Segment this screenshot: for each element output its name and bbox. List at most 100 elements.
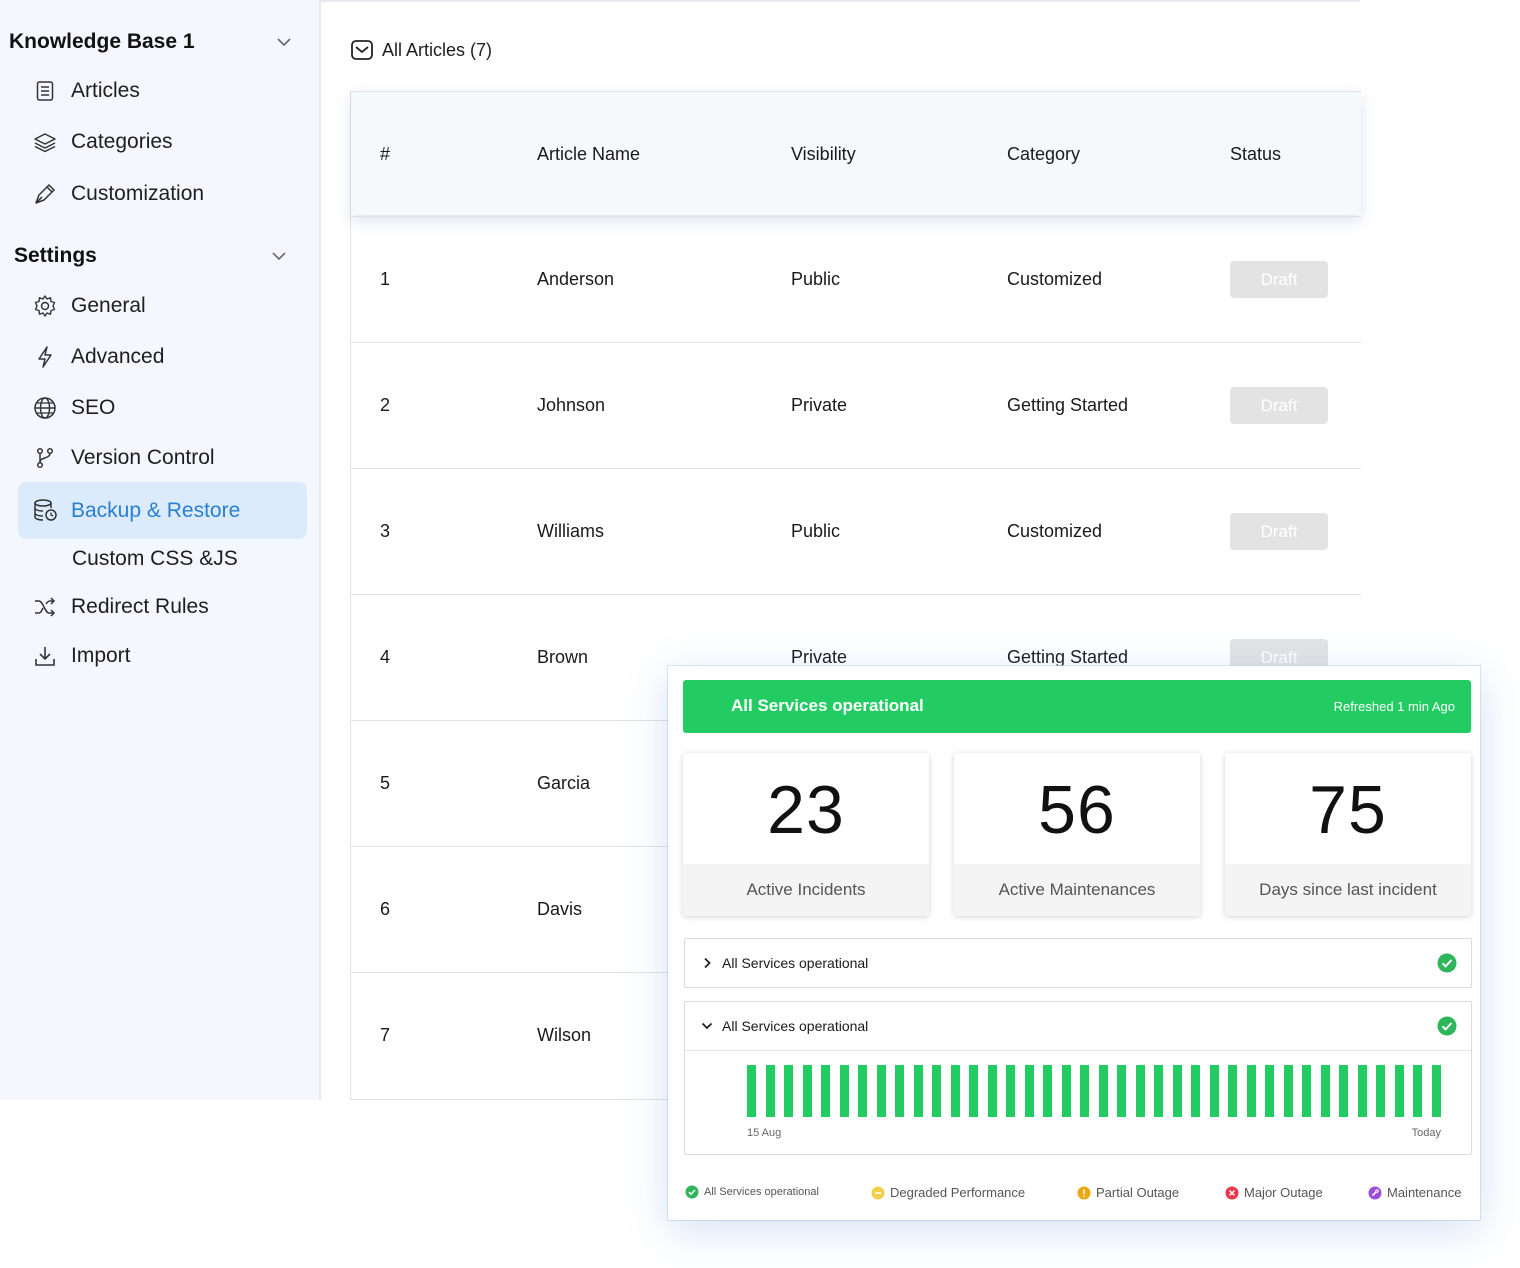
uptime-bar[interactable] [1154,1065,1163,1117]
uptime-bar[interactable] [1394,1065,1404,1117]
uptime-bar[interactable] [1135,1065,1145,1117]
uptime-bar[interactable] [839,1065,849,1117]
uptime-bar[interactable] [1209,1065,1219,1117]
uptime-bar[interactable] [802,1065,812,1117]
uptime-bar[interactable] [1431,1065,1441,1117]
sidebar-item-seo[interactable]: SEO [18,383,307,433]
uptime-bar[interactable] [1006,1065,1015,1117]
status-widget: All Services operational Refreshed 1 min… [668,666,1480,1220]
table-row[interactable]: 2 Johnson Private Getting Started Draft [351,342,1361,468]
sidebar-item-label: Import [71,644,131,667]
sidebar-item-label: Customization [71,182,205,205]
chevron-down-icon[interactable] [699,1018,715,1034]
uptime-bar[interactable] [932,1065,941,1117]
stat-value: 56 [1038,772,1116,848]
article-name[interactable]: Anderson [537,269,615,289]
uptime-bar[interactable] [1117,1065,1126,1117]
mail-icon [350,38,374,62]
uptime-bar[interactable] [765,1065,775,1117]
sidebar-item-general[interactable]: General [18,281,307,331]
status-badge[interactable]: Draft [1230,513,1328,550]
uptime-bar[interactable] [1265,1065,1274,1117]
table-header: # Article Name Visibility Category Statu… [351,91,1361,215]
uptime-bar[interactable] [895,1065,904,1117]
layers-icon [32,129,58,155]
article-category: Customized [1007,521,1103,541]
sidebar-item-import[interactable]: Import [18,631,307,681]
column-header-article-name[interactable]: Article Name [537,144,641,164]
uptime-bar[interactable] [858,1065,867,1117]
article-name[interactable]: Brown [537,647,589,667]
uptime-bar[interactable] [1228,1065,1237,1117]
table-row[interactable]: 1 Anderson Public Customized Draft [351,216,1361,342]
sidebar-item-custom-css-js[interactable]: Custom CSS &JS [18,534,307,584]
column-header-number[interactable]: # [380,144,391,164]
uptime-bar[interactable] [1320,1065,1330,1117]
sidebar-item-backup-restore[interactable]: Backup & Restore [18,482,307,539]
column-header-category[interactable]: Category [1007,144,1081,164]
minus-circle-icon [871,1186,885,1200]
uptime-bar[interactable] [913,1065,923,1117]
legend-item-partial-outage: Partial Outage [1077,1185,1179,1200]
uptime-bar[interactable] [747,1065,756,1117]
uptime-bar[interactable] [1413,1065,1422,1117]
sidebar-item-articles[interactable]: Articles [18,66,307,116]
accordion-header[interactable]: All Services operational [685,1002,1471,1050]
status-badge[interactable]: Draft [1230,261,1328,298]
uptime-bar[interactable] [987,1065,997,1117]
uptime-bar[interactable] [1246,1065,1256,1117]
uptime-bar[interactable] [1043,1065,1052,1117]
chevron-right-icon[interactable] [699,955,715,971]
uptime-bar[interactable] [1339,1065,1348,1117]
uptime-bar[interactable] [821,1065,830,1117]
uptime-bar[interactable] [1302,1065,1311,1117]
status-banner: All Services operational Refreshed 1 min… [683,680,1471,733]
knowledge-base-header[interactable]: Knowledge Base 1 [9,26,294,58]
sidebar-item-customization[interactable]: Customization [18,169,307,219]
column-header-status[interactable]: Status [1230,144,1282,164]
column-header-visibility[interactable]: Visibility [791,144,856,164]
uptime-bar[interactable] [969,1065,978,1117]
sidebar-item-advanced[interactable]: Advanced [18,332,307,382]
table-row[interactable]: 3 Williams Public Customized Draft [351,468,1361,594]
article-name[interactable]: Davis [537,899,583,919]
sidebar-item-version-control[interactable]: Version Control [18,433,307,483]
legend-item-degraded: Degraded Performance [871,1185,1025,1200]
uptime-bar[interactable] [1061,1065,1071,1117]
uptime-bar[interactable] [1191,1065,1200,1117]
uptime-bar[interactable] [1376,1065,1385,1117]
chevron-down-icon[interactable] [274,32,294,52]
uptime-bar[interactable] [1024,1065,1034,1117]
git-branch-icon [32,445,58,471]
status-badge[interactable]: Draft [1230,387,1328,424]
uptime-bar[interactable] [1283,1065,1293,1117]
sidebar-item-redirect-rules[interactable]: Redirect Rules [18,582,307,632]
download-icon [32,643,58,669]
article-name[interactable]: Williams [537,521,604,541]
uptime-bar[interactable] [784,1065,793,1117]
sidebar-item-label: Advanced [71,345,165,368]
article-name[interactable]: Johnson [537,395,606,415]
sidebar-item-label: Custom CSS &JS [72,547,238,570]
service-accordion-collapsed[interactable]: All Services operational [684,938,1472,988]
uptime-bar[interactable] [1357,1065,1367,1117]
uptime-bar[interactable] [876,1065,886,1117]
sidebar-item-categories[interactable]: Categories [18,117,307,167]
uptime-bar[interactable] [1172,1065,1182,1117]
service-accordion-expanded[interactable]: All Services operational 15 Aug Today [684,1001,1472,1155]
globe-icon [32,395,58,421]
article-name[interactable]: Wilson [537,1025,592,1045]
uptime-bar[interactable] [1098,1065,1108,1117]
legend-item-operational: All Services operational [685,1185,819,1199]
sidebar: Knowledge Base 1 Articles Categories Cus… [0,0,321,1100]
settings-header[interactable]: Settings [14,240,289,272]
legend-label: Maintenance [1387,1185,1462,1200]
article-name[interactable]: Garcia [537,773,591,793]
stat-card-days-since-incident: 75 Days since last incident [1225,753,1471,916]
chevron-down-icon[interactable] [269,246,289,266]
uptime-bar[interactable] [1080,1065,1089,1117]
uptime-history: 15 Aug Today [685,1050,1471,1154]
accordion-header[interactable]: All Services operational [685,939,1471,987]
uptime-bar[interactable] [950,1065,960,1117]
uptime-start-label: 15 Aug [747,1127,782,1139]
